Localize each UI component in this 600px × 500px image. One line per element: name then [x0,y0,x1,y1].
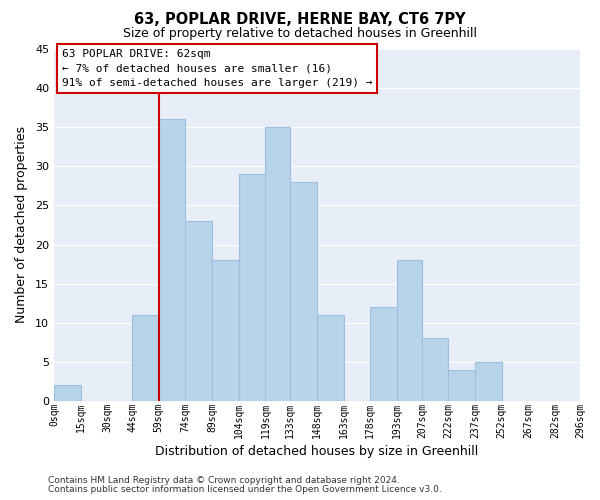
Bar [159,120,185,401]
Text: Size of property relative to detached houses in Greenhill: Size of property relative to detached ho… [123,28,477,40]
Text: Contains public sector information licensed under the Open Government Licence v3: Contains public sector information licen… [48,484,442,494]
X-axis label: Distribution of detached houses by size in Greenhill: Distribution of detached houses by size … [155,444,479,458]
Text: Contains HM Land Registry data © Crown copyright and database right 2024.: Contains HM Land Registry data © Crown c… [48,476,400,485]
Text: 63, POPLAR DRIVE, HERNE BAY, CT6 7PY: 63, POPLAR DRIVE, HERNE BAY, CT6 7PY [134,12,466,28]
Bar [265,127,290,401]
Bar [185,221,212,401]
Bar [370,307,397,401]
Y-axis label: Number of detached properties: Number of detached properties [15,126,28,324]
Bar [212,260,239,401]
Bar [475,362,502,401]
Bar [54,386,80,401]
Bar [448,370,475,401]
Text: 63 POPLAR DRIVE: 62sqm
← 7% of detached houses are smaller (16)
91% of semi-deta: 63 POPLAR DRIVE: 62sqm ← 7% of detached … [62,49,373,88]
Bar [290,182,317,401]
Bar [317,315,344,401]
Bar [397,260,422,401]
Bar [422,338,448,401]
Bar [239,174,265,401]
Bar [132,315,159,401]
